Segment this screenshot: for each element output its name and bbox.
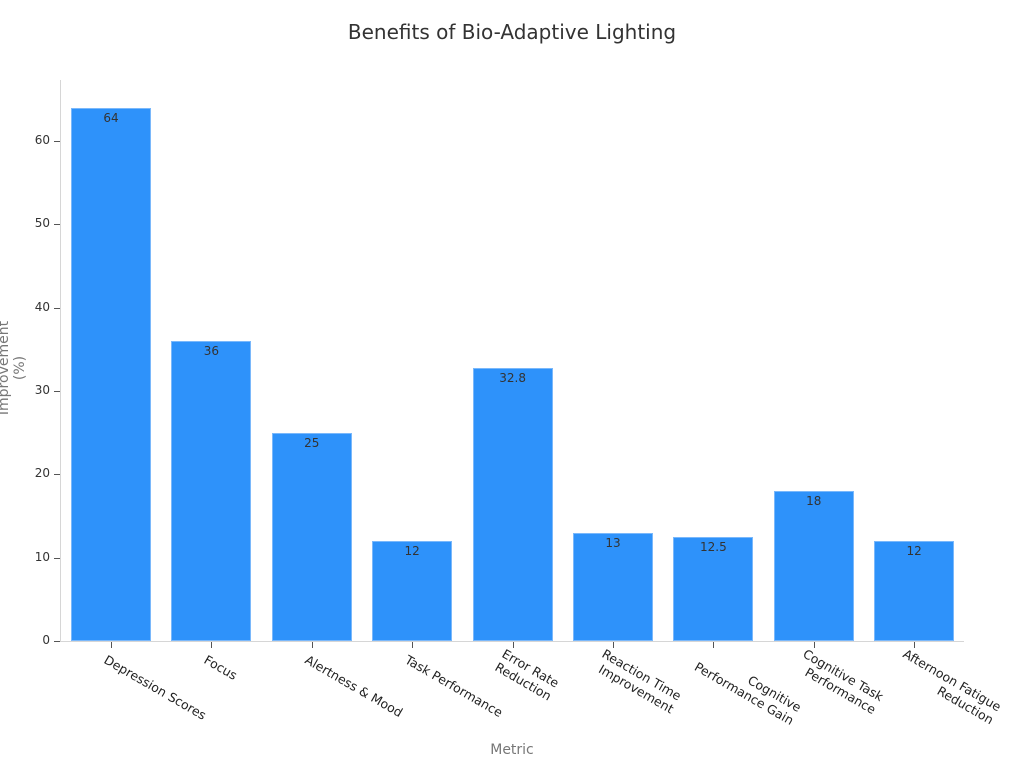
y-tick bbox=[54, 307, 60, 309]
y-tick-label: 10 bbox=[34, 549, 50, 564]
x-tick bbox=[914, 642, 916, 648]
bar-value-label: 12 bbox=[404, 544, 420, 558]
y-tick bbox=[54, 641, 60, 642]
bar bbox=[874, 541, 955, 641]
bar bbox=[773, 491, 854, 641]
bar-value-label: 64 bbox=[103, 110, 119, 125]
bar-value-label: 18 bbox=[806, 494, 822, 508]
y-tick bbox=[54, 224, 60, 226]
bar-value-label: 32.8 bbox=[499, 370, 526, 385]
y-tick bbox=[54, 557, 60, 559]
chart-title: Benefits of Bio-Adaptive Lighting bbox=[347, 20, 677, 44]
bar-value-label: 12.5 bbox=[700, 539, 727, 554]
bar-value-label: 13 bbox=[605, 535, 621, 550]
x-tick-label: Depression Scores bbox=[101, 652, 209, 723]
x-tick bbox=[211, 642, 213, 648]
x-tick bbox=[412, 642, 414, 648]
x-tick-label: Task Performance bbox=[402, 652, 506, 721]
x-tick bbox=[111, 642, 112, 648]
bar bbox=[673, 536, 754, 641]
x-tick bbox=[512, 642, 514, 648]
y-axis-line bbox=[60, 80, 61, 642]
x-axis-label: Metric bbox=[490, 742, 534, 758]
y-tick-label: 20 bbox=[34, 466, 50, 481]
bar bbox=[271, 432, 352, 641]
y-tick bbox=[54, 391, 60, 392]
y-axis-label: Improvement (%) bbox=[0, 320, 28, 416]
bar-value-label: 36 bbox=[203, 344, 220, 358]
y-tick bbox=[54, 474, 60, 476]
x-tick bbox=[311, 642, 313, 648]
bar-value-label: 12 bbox=[906, 544, 922, 558]
y-tick bbox=[54, 141, 60, 142]
y-tick-label: 50 bbox=[34, 216, 50, 231]
y-tick-label: 30 bbox=[34, 383, 50, 397]
x-tick-label: Cognitive Task Performance bbox=[800, 646, 886, 718]
bar bbox=[372, 541, 453, 641]
x-axis-line bbox=[60, 641, 964, 642]
x-tick bbox=[813, 642, 815, 648]
x-tick-label: Afternoon Fatigue Reduction bbox=[900, 646, 1004, 728]
bar bbox=[171, 341, 252, 641]
x-tick-label: Alertness & Mood bbox=[302, 652, 406, 721]
bar-value-label: 25 bbox=[304, 435, 320, 450]
x-tick-label: Error Rate Reduction bbox=[492, 646, 562, 704]
bar bbox=[71, 107, 151, 641]
x-tick-label: Cognitive Performance Gain bbox=[692, 658, 805, 728]
bar bbox=[472, 367, 553, 641]
x-tick-label: Reaction Time Improvement bbox=[596, 646, 684, 717]
x-tick bbox=[713, 642, 715, 648]
x-tick bbox=[613, 642, 614, 648]
x-tick-label: Focus bbox=[201, 652, 241, 683]
y-tick-label: 60 bbox=[34, 133, 50, 147]
y-tick-label: 40 bbox=[34, 299, 50, 314]
bar bbox=[573, 532, 653, 641]
y-tick-label: 0 bbox=[42, 633, 50, 647]
